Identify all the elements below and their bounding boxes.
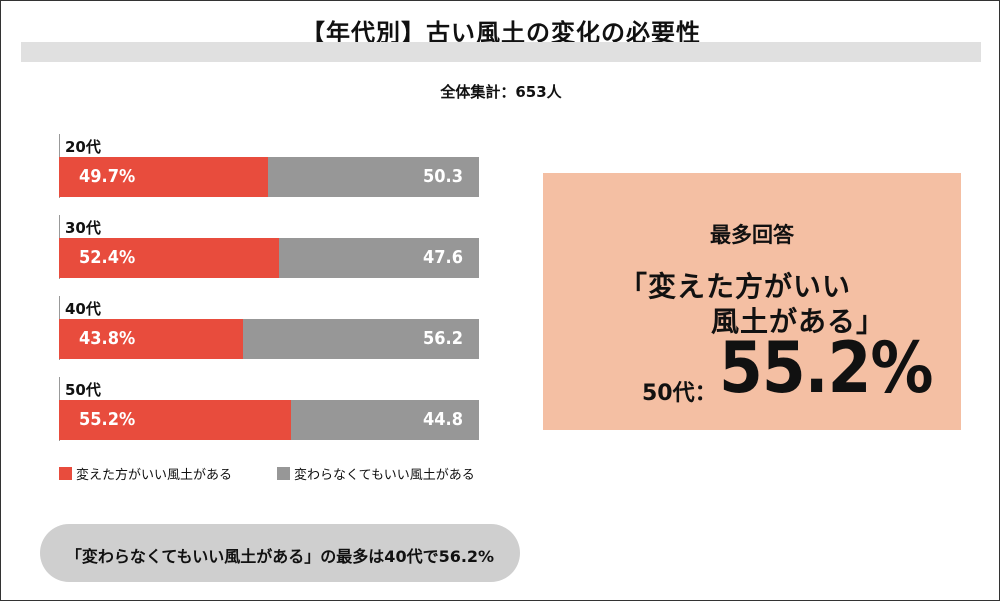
title-band — [21, 42, 981, 62]
data-label-change: 55.2% — [79, 409, 136, 430]
legend-label-keep: 変わらなくてもいい風土がある — [294, 468, 475, 483]
bar-segment-change: 55.2% — [59, 400, 291, 440]
stacked-bar: 49.7% 50.3 — [59, 157, 479, 197]
category-label: 50代 — [65, 381, 101, 399]
stacked-bar: 55.2% 44.8 — [59, 400, 479, 440]
category-label: 20代 — [65, 138, 101, 156]
chart-subtitle: 全体集計：653人 — [440, 83, 562, 101]
callout-answer-line2: 風土がある」 — [711, 305, 886, 338]
bar-segment-keep: 56.2 — [242, 319, 479, 359]
bar-segment-keep: 47.6 — [279, 238, 479, 278]
callout-heading: 最多回答 — [710, 223, 794, 247]
legend-swatch-red — [59, 467, 72, 480]
bar-segment-change: 49.7% — [59, 157, 268, 197]
legend-swatch-gray — [277, 467, 290, 480]
data-label-change: 52.4% — [79, 247, 136, 268]
data-label-keep: 47.6 — [423, 247, 463, 268]
bar-segment-keep: 50.3 — [267, 157, 479, 197]
data-label-keep: 50.3 — [423, 166, 463, 187]
data-label-change: 43.8% — [79, 328, 136, 349]
callout-age-label: 50代： — [642, 381, 717, 406]
callout-answer-line1: 「変えた方がいい — [619, 270, 852, 303]
data-label-keep: 44.8 — [423, 409, 463, 430]
data-label-keep: 56.2 — [423, 328, 463, 349]
bar-segment-keep: 44.8 — [290, 400, 479, 440]
legend-label-change: 変えた方がいい風土がある — [76, 468, 233, 483]
summary-note-text: 「変わらなくてもいい風土がある」の最多は40代で56.2% — [65, 547, 495, 566]
bar-segment-change: 43.8% — [59, 319, 243, 359]
bar-segment-change: 52.4% — [59, 238, 280, 278]
summary-note-pill: 「変わらなくてもいい風土がある」の最多は40代で56.2% — [40, 524, 520, 582]
stacked-bar: 43.8% 56.2 — [59, 319, 479, 359]
callout-big-value: 55.2% — [719, 327, 933, 409]
data-label-change: 49.7% — [79, 166, 136, 187]
legend-item-keep: 変わらなくてもいい風土がある — [277, 464, 475, 483]
top-answer-callout: 最多回答 「変えた方がいい 風土がある」 50代： 55.2% — [543, 173, 961, 430]
category-label: 40代 — [65, 300, 101, 318]
category-label: 30代 — [65, 219, 101, 237]
stacked-bar: 52.4% 47.6 — [59, 238, 479, 278]
legend-item-change: 変えた方がいい風土がある — [59, 464, 232, 483]
